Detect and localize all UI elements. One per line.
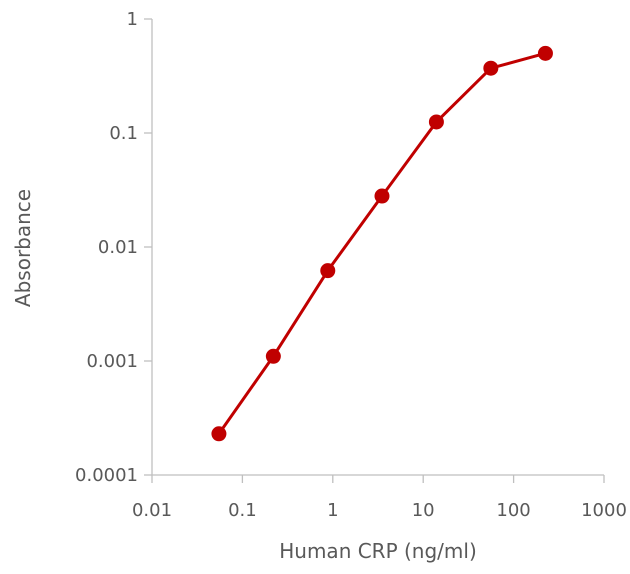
y-axis-title: Absorbance: [11, 189, 35, 307]
series: [211, 45, 553, 442]
x-tick-label: 10: [412, 500, 435, 521]
x-tick-label: 0.01: [132, 500, 172, 521]
data-point: [374, 188, 390, 204]
data-point: [265, 348, 281, 364]
x-tick-label: 0.1: [228, 500, 257, 521]
tick-labels: 0.0001 0.001 0.01 0.1 1 0.01 0.1 1 10 100 1000: [75, 9, 627, 521]
y-tick-label: 1: [127, 9, 138, 30]
x-tick-label: 1000: [581, 500, 627, 521]
y-tick-label: 0.01: [98, 237, 138, 258]
data-point: [320, 263, 336, 279]
data-point: [211, 426, 227, 442]
y-tick-label: 0.1: [109, 123, 138, 144]
x-axis-title: Human CRP (ng/ml): [279, 539, 477, 563]
y-tick-label: 0.0001: [75, 465, 138, 486]
data-point: [483, 60, 499, 76]
data-point: [428, 114, 444, 130]
axes: [144, 18, 605, 483]
y-tick-label: 0.001: [86, 351, 138, 372]
series-line: [217, 51, 547, 436]
x-tick-label: 1: [327, 500, 338, 521]
data-point: [537, 45, 553, 61]
x-tick-label: 100: [496, 500, 530, 521]
